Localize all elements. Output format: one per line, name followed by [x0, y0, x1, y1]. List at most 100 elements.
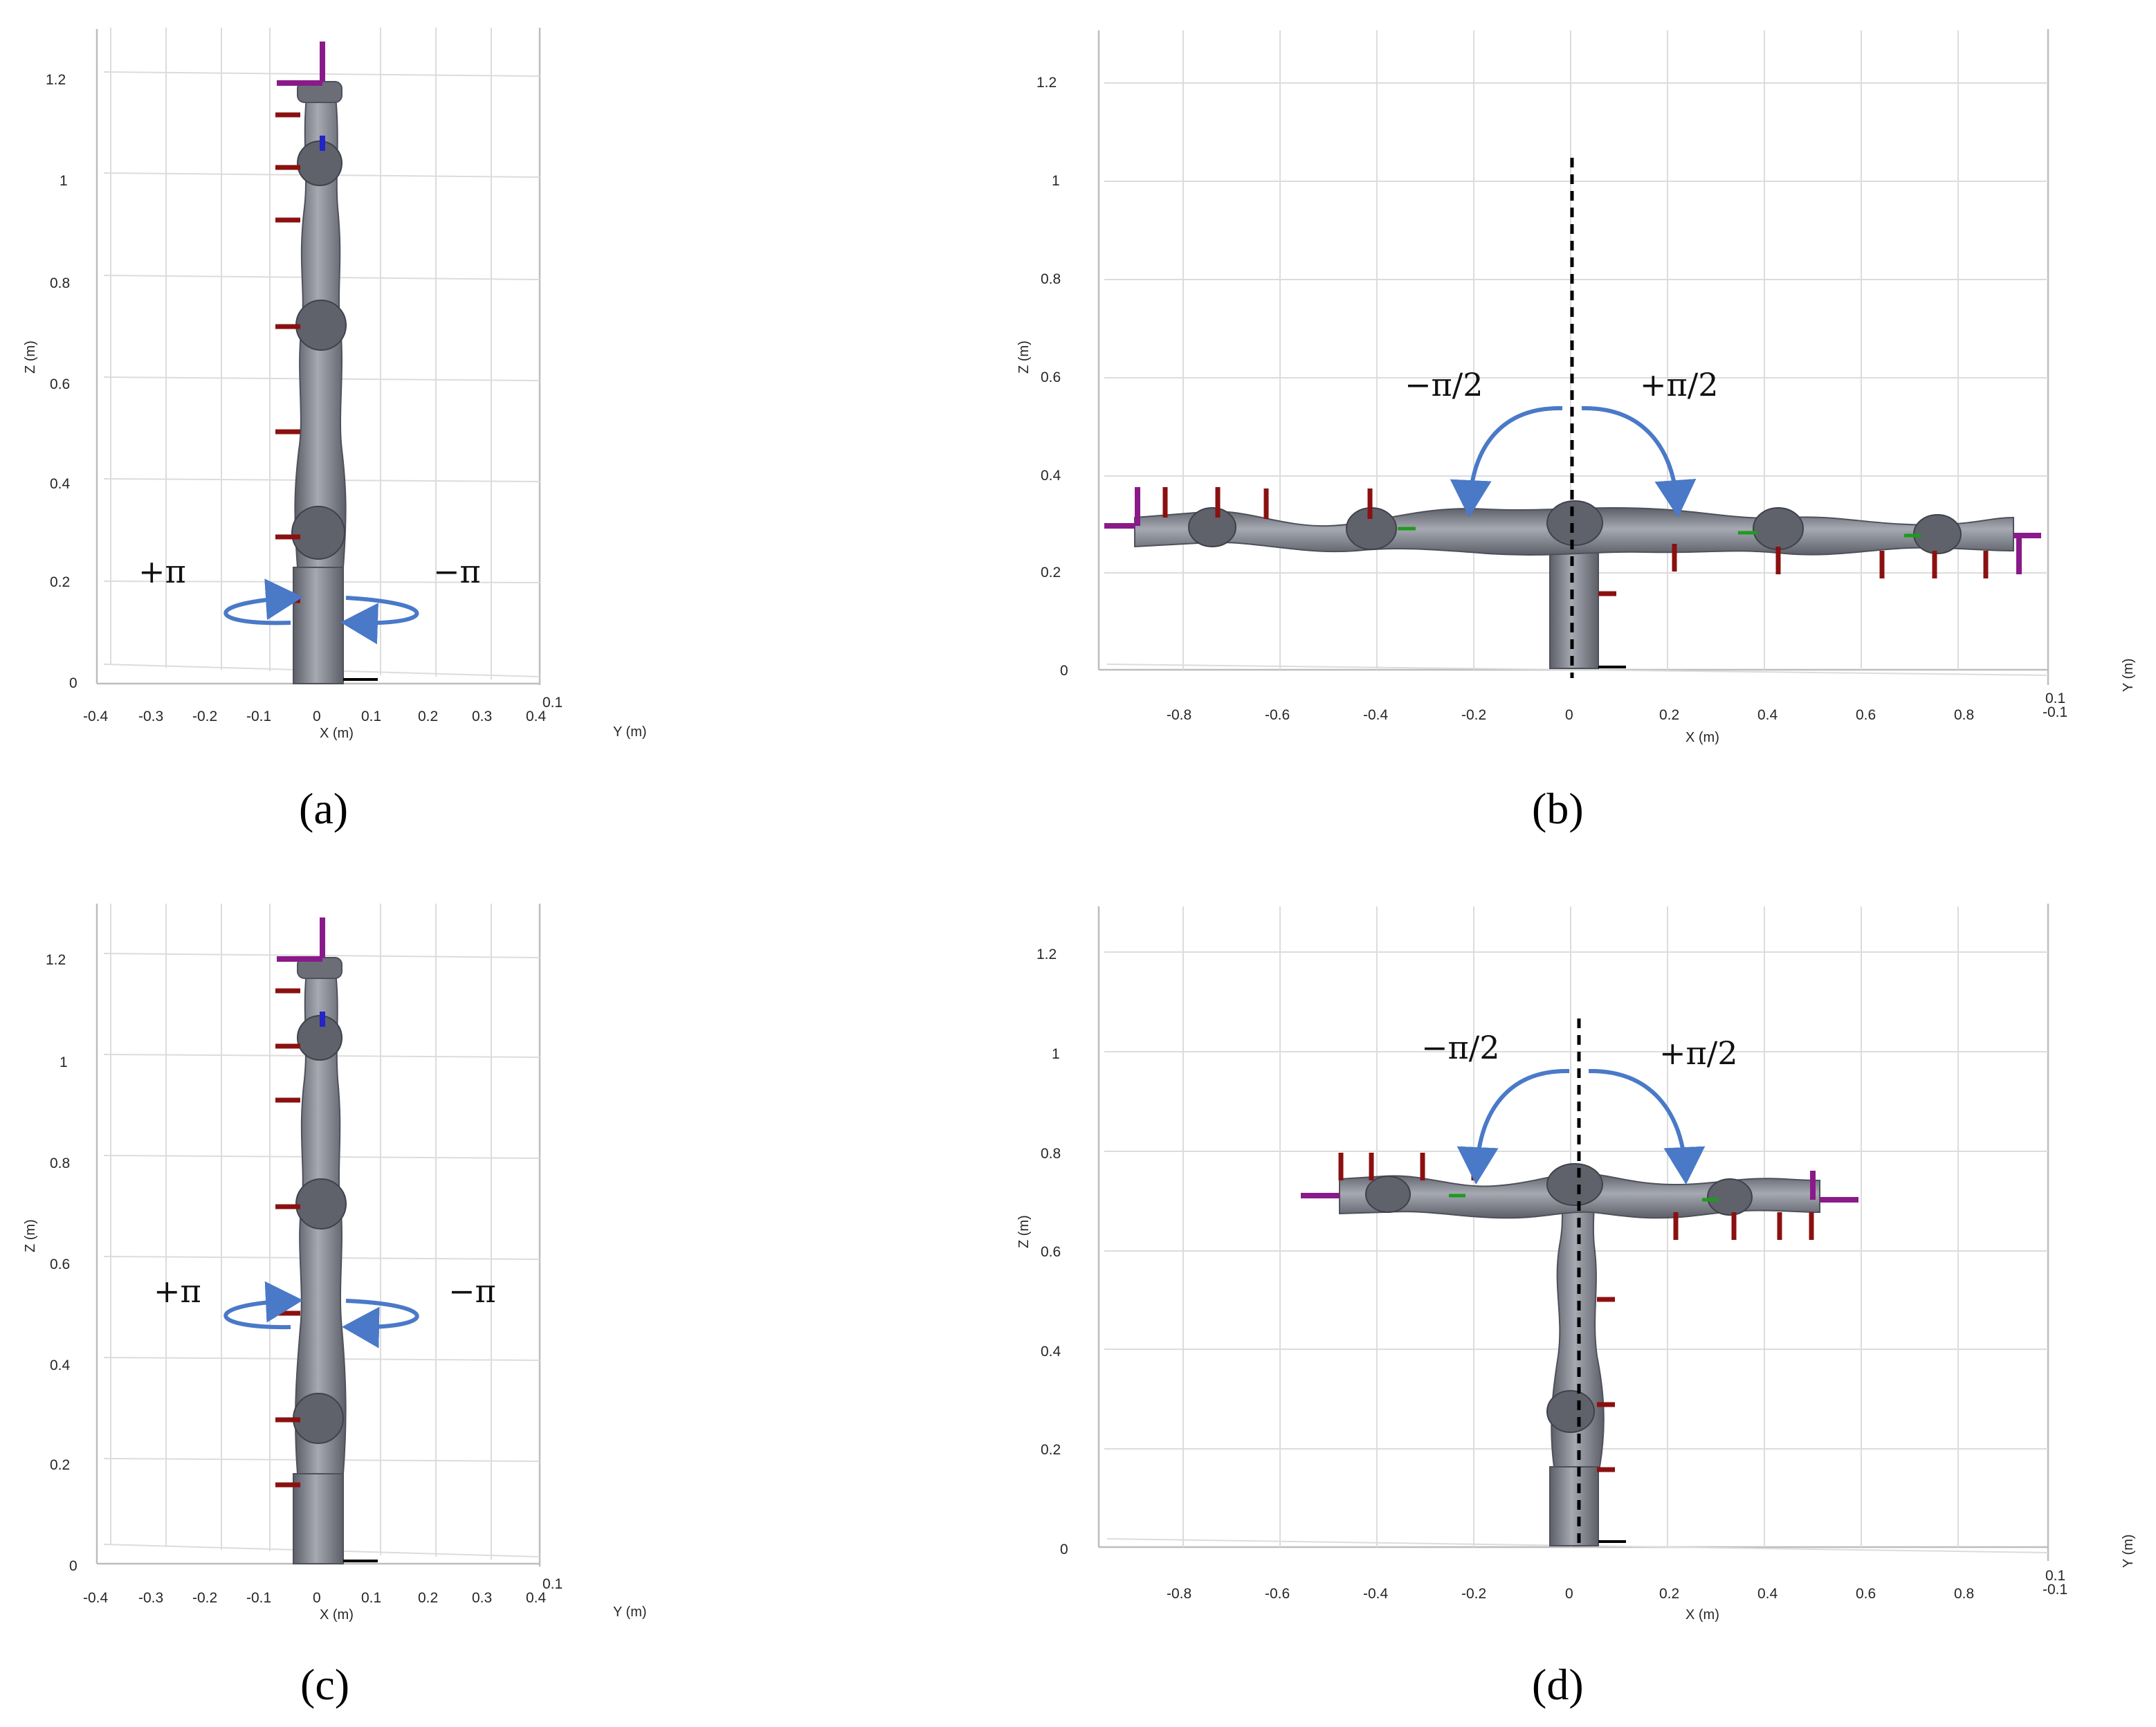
x-axis-label: X (m)	[320, 1607, 354, 1623]
x-tick: 0.2	[418, 1590, 438, 1606]
z-tick: 0.8	[1041, 271, 1061, 287]
x-axis-label: X (m)	[1685, 1607, 1719, 1623]
z-tick: 0	[69, 1558, 77, 1574]
z-tick: 0.6	[50, 376, 70, 392]
y-axis-label: Y (m)	[613, 724, 647, 740]
panel-d-xticks: -0.8 -0.6 -0.4 -0.2 0 0.2 0.4 0.6 0.8 X …	[1167, 1534, 2136, 1623]
panel-label-d: (d)	[1532, 1660, 1584, 1709]
robot-arm-horizontal-b	[1104, 158, 2041, 678]
rotation-arrow-d: −π/2 +π/2	[1421, 1029, 1738, 1185]
z-axis-label: Z (m)	[1016, 1215, 1032, 1248]
annotation-plus-pi-half: +π/2	[1640, 366, 1719, 403]
panel-c-zticks: 0 0.2 0.4 0.6 0.8 1 1.2 Z (m)	[23, 952, 77, 1574]
x-tick: 0.3	[472, 709, 492, 724]
annotation-minus-pi: −π	[448, 1272, 496, 1310]
y-tick: -0.1	[2043, 704, 2067, 720]
panel-a-zticks: 0 0.2 0.4 0.6 0.8 1 1.2 Z (m)	[23, 72, 77, 691]
x-tick: -0.4	[1363, 707, 1389, 723]
x-tick: 0.8	[1954, 1586, 1974, 1602]
panel-d-zticks: 0 0.2 0.4 0.6 0.8 1 1.2 Z (m)	[1016, 947, 1068, 1557]
z-tick: 1.2	[1036, 75, 1057, 91]
x-tick: 0.2	[418, 709, 438, 724]
x-tick: 0.4	[526, 709, 547, 724]
x-tick: 0.2	[1659, 1586, 1679, 1602]
x-tick: 0.6	[1856, 707, 1876, 723]
annotation-minus-pi: −π	[433, 553, 481, 590]
x-tick: -0.4	[83, 709, 109, 724]
x-tick: -0.3	[138, 709, 163, 724]
y-tick: 0.1	[542, 695, 563, 711]
z-axis-label: Z (m)	[23, 1219, 38, 1252]
x-tick: -0.3	[138, 1590, 163, 1606]
z-tick: 1.2	[46, 952, 66, 968]
x-tick: 0.3	[472, 1590, 492, 1606]
x-tick: 0.6	[1856, 1586, 1876, 1602]
x-tick: 0.1	[361, 709, 381, 724]
x-tick: 0	[313, 709, 321, 724]
annotation-plus-pi: +π	[154, 1272, 201, 1310]
x-tick: 0.4	[1757, 707, 1778, 723]
panel-b: 0 0.2 0.4 0.6 0.8 1 1.2 Z (m) -0.8 -0.6 …	[1016, 29, 2136, 833]
z-tick: 1	[60, 173, 68, 189]
z-tick: 1	[60, 1054, 68, 1070]
x-tick: -0.8	[1167, 1586, 1191, 1602]
panel-b-zticks: 0 0.2 0.4 0.6 0.8 1 1.2 Z (m)	[1016, 75, 1068, 679]
z-tick: 0.4	[50, 476, 71, 492]
x-tick: -0.1	[246, 1590, 271, 1606]
panel-c: 0 0.2 0.4 0.6 0.8 1 1.2 Z (m) -0.4 -0.3 …	[23, 904, 647, 1709]
rotation-arrow-b: −π/2 +π/2	[1405, 366, 1719, 518]
z-tick: 1.2	[46, 72, 66, 88]
y-tick: 0.1	[2045, 1568, 2065, 1584]
z-tick: 0.8	[1041, 1146, 1061, 1162]
z-tick: 0.6	[50, 1257, 70, 1272]
y-axis-label: Y (m)	[613, 1605, 647, 1620]
z-tick: 1	[1052, 173, 1060, 189]
z-tick: 0	[1060, 1542, 1068, 1557]
x-tick: 0	[1565, 707, 1573, 723]
panel-b-xticks: -0.8 -0.6 -0.4 -0.2 0 0.2 0.4 0.6 0.8 X …	[1167, 658, 2136, 745]
x-tick: 0.1	[361, 1590, 381, 1606]
x-tick: 0.2	[1659, 707, 1679, 723]
rotation-arrow-a: +π −π	[138, 553, 481, 645]
robot-arm-vertical-c	[275, 917, 378, 1564]
x-tick: -0.6	[1265, 1586, 1290, 1602]
z-axis-label: Z (m)	[23, 340, 38, 374]
y-axis-label: Y (m)	[2121, 1534, 2136, 1568]
x-tick: -0.4	[83, 1590, 109, 1606]
x-tick: 0	[313, 1590, 321, 1606]
x-tick: -0.8	[1167, 707, 1191, 723]
x-tick: 0.4	[1757, 1586, 1778, 1602]
panel-label-b: (b)	[1532, 784, 1584, 833]
x-axis-label: X (m)	[320, 726, 354, 741]
z-tick: 1	[1052, 1046, 1060, 1062]
x-tick: 0	[1565, 1586, 1573, 1602]
y-axis-label: Y (m)	[2121, 658, 2136, 692]
z-tick: 0	[69, 675, 77, 691]
panel-a: 0 0.2 0.4 0.6 0.8 1 1.2 Z (m) -0.4 -0.3 …	[23, 28, 647, 833]
y-tick: 0.1	[542, 1576, 563, 1592]
z-axis-label: Z (m)	[1016, 340, 1032, 374]
z-tick: 0.6	[1041, 1244, 1061, 1260]
x-tick: -0.4	[1363, 1586, 1389, 1602]
z-tick: 0.2	[50, 574, 70, 590]
x-tick: 0.4	[526, 1590, 547, 1606]
z-tick: 0.2	[1041, 565, 1061, 581]
z-tick: 0	[1060, 663, 1068, 679]
annotation-minus-pi-half: −π/2	[1421, 1029, 1500, 1066]
panel-d: 0 0.2 0.4 0.6 0.8 1 1.2 Z (m) -0.8 -0.6 …	[1016, 904, 2136, 1709]
z-tick: 0.4	[1041, 1344, 1061, 1360]
z-tick: 0.2	[1041, 1442, 1061, 1458]
x-tick: -0.2	[1461, 1586, 1486, 1602]
z-tick: 1.2	[1036, 947, 1057, 962]
rotation-arrow-c: +π −π	[154, 1272, 496, 1349]
y-tick: 0.1	[2045, 691, 2065, 706]
panel-a-xticks: -0.4 -0.3 -0.2 -0.1 0 0.1 0.2 0.3 0.4 X …	[83, 695, 647, 741]
annotation-plus-pi-half: +π/2	[1659, 1034, 1738, 1072]
y-tick: -0.1	[2043, 1582, 2067, 1598]
z-tick: 0.6	[1041, 369, 1061, 385]
x-tick: -0.6	[1265, 707, 1290, 723]
annotation-minus-pi-half: −π/2	[1405, 366, 1483, 403]
robot-arm-vertical-a	[275, 42, 378, 684]
